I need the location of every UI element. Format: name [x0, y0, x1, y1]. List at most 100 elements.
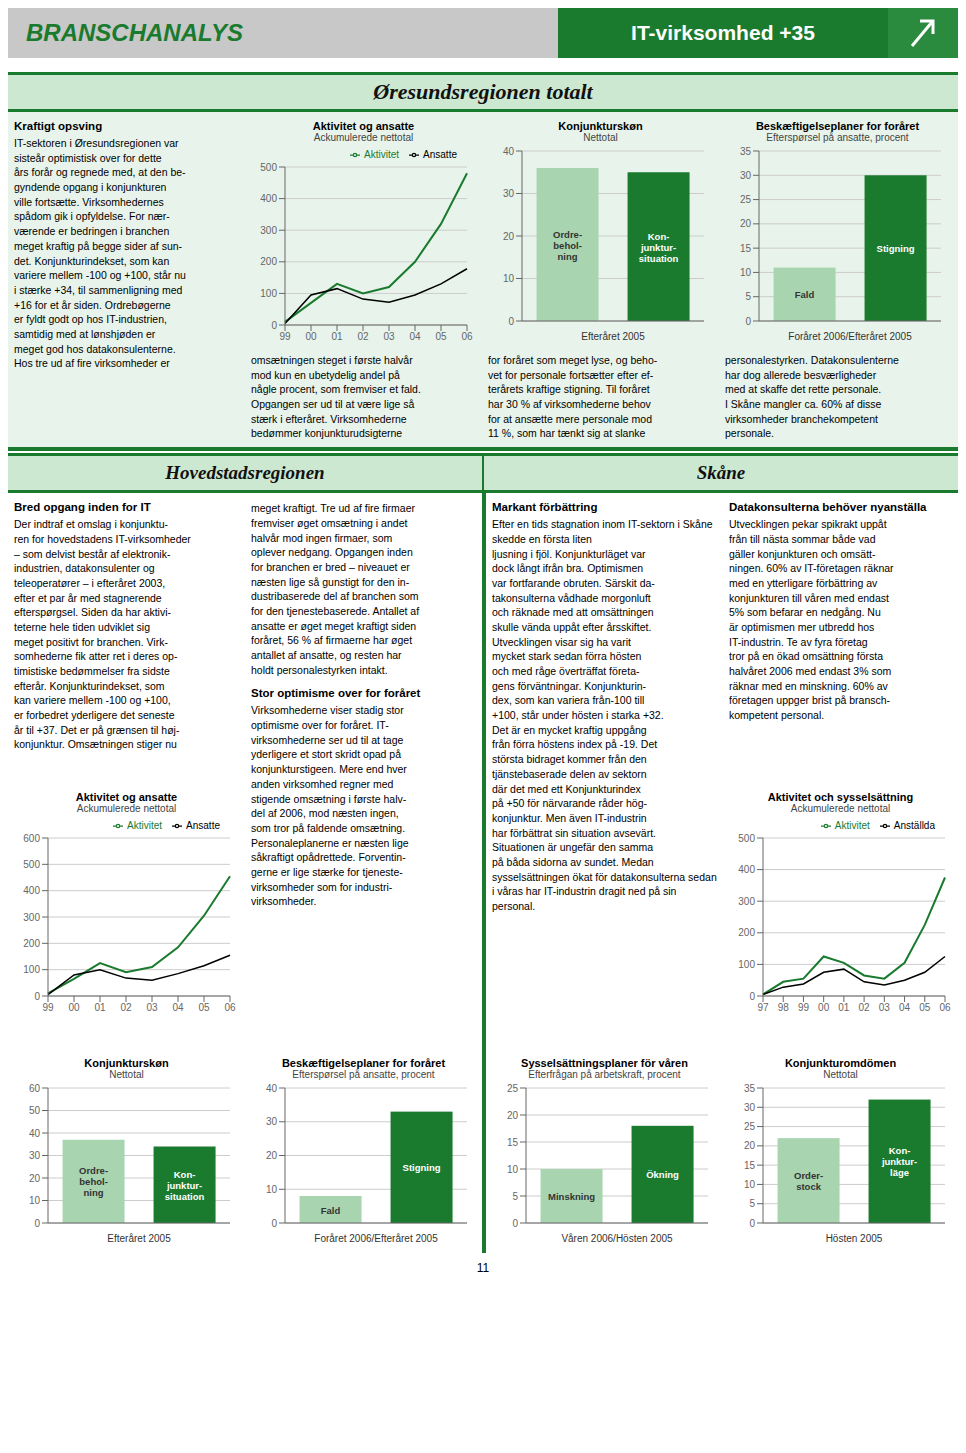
svg-text:Våren 2006/Hösten 2005: Våren 2006/Hösten 2005	[561, 1233, 673, 1244]
svg-text:200: 200	[23, 938, 40, 949]
svg-text:0: 0	[271, 320, 277, 331]
svg-text:30: 30	[740, 170, 752, 181]
svg-text:30: 30	[266, 1116, 278, 1127]
svg-text:05: 05	[435, 331, 447, 342]
svg-text:0: 0	[749, 991, 755, 1002]
svg-text:30: 30	[503, 188, 515, 199]
svg-text:20: 20	[266, 1150, 278, 1161]
svg-text:Foråret 2006/Efteråret 2005: Foråret 2006/Efteråret 2005	[314, 1233, 438, 1244]
svg-text:10: 10	[507, 1164, 519, 1175]
svg-text:03: 03	[383, 331, 395, 342]
svg-text:99: 99	[798, 1002, 810, 1013]
svg-text:00: 00	[305, 331, 317, 342]
svg-text:30: 30	[29, 1150, 41, 1161]
svg-text:01: 01	[838, 1002, 850, 1013]
svg-text:30: 30	[744, 1102, 756, 1113]
svg-text:200: 200	[260, 256, 277, 267]
svg-text:20: 20	[744, 1141, 756, 1152]
svg-text:04: 04	[899, 1002, 911, 1013]
svg-text:100: 100	[738, 959, 755, 970]
svg-text:03: 03	[146, 1002, 158, 1013]
svg-text:00: 00	[818, 1002, 830, 1013]
svg-text:99: 99	[42, 1002, 54, 1013]
svg-text:0: 0	[34, 991, 40, 1002]
svg-text:5: 5	[512, 1191, 518, 1202]
svg-text:01: 01	[331, 331, 343, 342]
svg-text:35: 35	[740, 146, 752, 157]
svg-text:02: 02	[120, 1002, 132, 1013]
svg-text:06: 06	[224, 1002, 236, 1013]
svg-text:400: 400	[260, 193, 277, 204]
svg-text:Fald: Fald	[795, 289, 815, 300]
svg-text:10: 10	[266, 1184, 278, 1195]
svg-text:10: 10	[740, 267, 752, 278]
svg-text:300: 300	[23, 912, 40, 923]
svg-text:40: 40	[29, 1128, 41, 1139]
svg-text:500: 500	[23, 859, 40, 870]
svg-text:03: 03	[879, 1002, 891, 1013]
svg-text:25: 25	[740, 194, 752, 205]
svg-text:10: 10	[503, 273, 515, 284]
svg-text:15: 15	[744, 1160, 756, 1171]
svg-text:00: 00	[68, 1002, 80, 1013]
svg-text:06: 06	[461, 331, 473, 342]
svg-text:97: 97	[757, 1002, 769, 1013]
svg-text:0: 0	[34, 1218, 40, 1229]
svg-text:100: 100	[23, 964, 40, 975]
svg-text:Kon-junktur-läge: Kon-junktur-läge	[881, 1145, 917, 1178]
svg-text:500: 500	[260, 162, 277, 173]
svg-text:04: 04	[409, 331, 421, 342]
svg-text:25: 25	[507, 1083, 519, 1094]
svg-text:40: 40	[266, 1083, 278, 1094]
svg-text:05: 05	[198, 1002, 210, 1013]
svg-text:98: 98	[778, 1002, 790, 1013]
svg-text:02: 02	[357, 331, 369, 342]
svg-text:Fald: Fald	[321, 1204, 341, 1215]
svg-text:35: 35	[744, 1083, 756, 1094]
svg-text:Ordre-behol-ning: Ordre-behol-ning	[79, 1165, 108, 1198]
svg-text:Ordre-behol-ning: Ordre-behol-ning	[553, 228, 582, 261]
svg-text:04: 04	[172, 1002, 184, 1013]
svg-text:200: 200	[738, 927, 755, 938]
svg-text:50: 50	[29, 1105, 41, 1116]
svg-text:15: 15	[740, 243, 752, 254]
svg-text:20: 20	[507, 1110, 519, 1121]
svg-text:20: 20	[740, 218, 752, 229]
svg-text:Kon-junktur-situation: Kon-junktur-situation	[639, 230, 679, 263]
svg-text:0: 0	[745, 316, 751, 327]
svg-text:40: 40	[503, 146, 515, 157]
svg-text:10: 10	[744, 1179, 756, 1190]
svg-text:5: 5	[749, 1198, 755, 1209]
svg-text:0: 0	[512, 1218, 518, 1229]
svg-text:0: 0	[508, 316, 514, 327]
svg-text:600: 600	[23, 833, 40, 844]
svg-text:100: 100	[260, 288, 277, 299]
svg-text:20: 20	[503, 231, 515, 242]
svg-text:25: 25	[744, 1121, 756, 1132]
svg-text:300: 300	[738, 896, 755, 907]
svg-text:01: 01	[94, 1002, 106, 1013]
svg-text:5: 5	[745, 291, 751, 302]
svg-text:Efteråret 2005: Efteråret 2005	[107, 1233, 171, 1244]
svg-text:Stigning: Stigning	[403, 1162, 441, 1173]
svg-text:60: 60	[29, 1083, 41, 1094]
svg-text:99: 99	[279, 331, 291, 342]
svg-text:0: 0	[271, 1218, 277, 1229]
svg-text:Hösten 2005: Hösten 2005	[826, 1233, 883, 1244]
svg-text:500: 500	[738, 833, 755, 844]
svg-text:02: 02	[859, 1002, 871, 1013]
svg-text:05: 05	[919, 1002, 931, 1013]
svg-text:400: 400	[23, 885, 40, 896]
svg-text:300: 300	[260, 225, 277, 236]
svg-text:Foråret 2006/Efteråret 2005: Foråret 2006/Efteråret 2005	[788, 331, 912, 342]
svg-text:Stigning: Stigning	[877, 243, 915, 254]
svg-text:Efteråret 2005: Efteråret 2005	[581, 331, 645, 342]
svg-text:10: 10	[29, 1195, 41, 1206]
svg-text:Ökning: Ökning	[646, 1169, 679, 1180]
svg-text:400: 400	[738, 864, 755, 875]
svg-text:20: 20	[29, 1173, 41, 1184]
svg-text:06: 06	[939, 1002, 951, 1013]
svg-text:15: 15	[507, 1137, 519, 1148]
svg-text:Order-stock: Order-stock	[794, 1170, 823, 1192]
svg-text:Kon-junktur-situation: Kon-junktur-situation	[165, 1168, 205, 1201]
